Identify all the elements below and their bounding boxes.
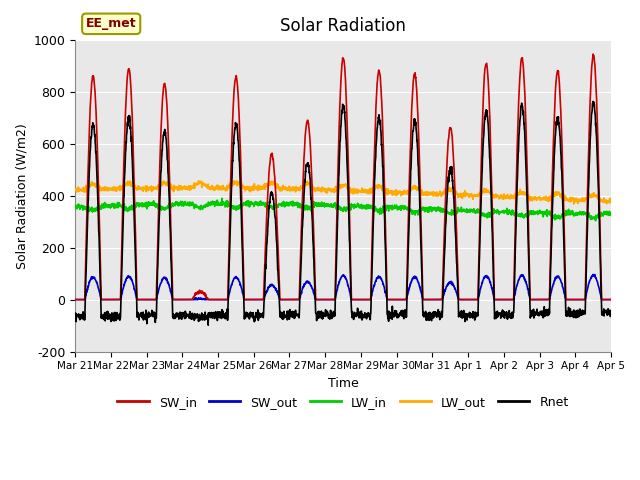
Text: EE_met: EE_met xyxy=(86,17,136,30)
X-axis label: Time: Time xyxy=(328,377,358,390)
Y-axis label: Solar Radiation (W/m2): Solar Radiation (W/m2) xyxy=(15,123,28,268)
Legend: SW_in, SW_out, LW_in, LW_out, Rnet: SW_in, SW_out, LW_in, LW_out, Rnet xyxy=(113,391,573,414)
Title: Solar Radiation: Solar Radiation xyxy=(280,17,406,36)
